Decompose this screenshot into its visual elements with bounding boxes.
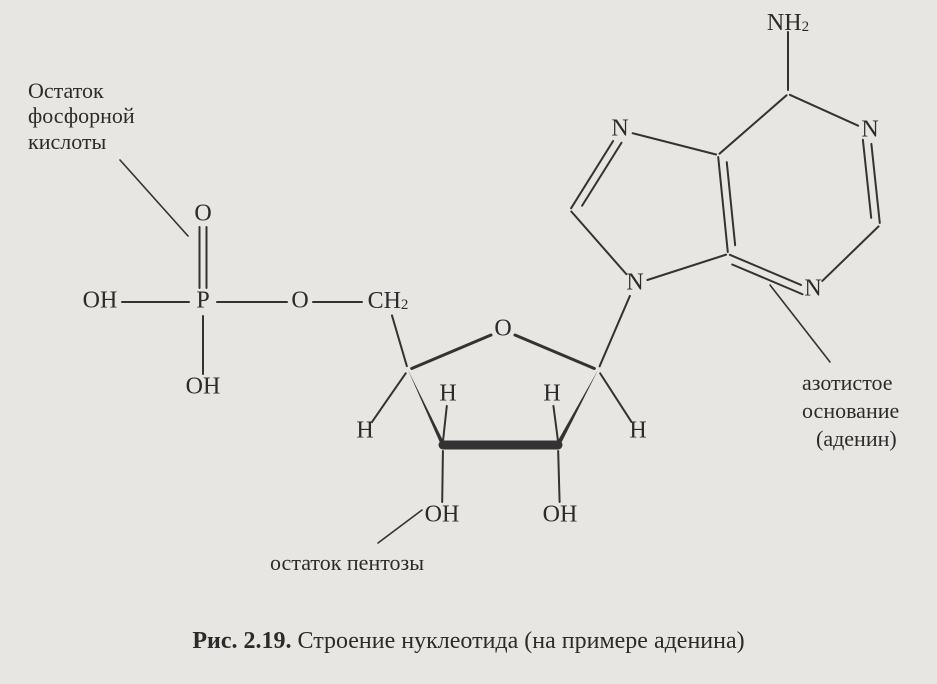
svg-text:H: H bbox=[543, 381, 560, 407]
figure-canvas: Остаток фосфорной кислоты остаток пентоз… bbox=[0, 0, 937, 684]
svg-text:N: N bbox=[611, 116, 628, 142]
svg-text:CH2: CH2 bbox=[368, 288, 409, 314]
svg-text:H: H bbox=[356, 418, 373, 444]
svg-text:O: O bbox=[194, 201, 211, 227]
svg-text:N: N bbox=[626, 270, 643, 296]
svg-text:H: H bbox=[439, 381, 456, 407]
svg-text:OH: OH bbox=[186, 374, 221, 400]
svg-text:O: O bbox=[291, 288, 308, 314]
svg-text:P: P bbox=[196, 288, 209, 314]
svg-text:N: N bbox=[804, 276, 821, 302]
svg-text:OH: OH bbox=[425, 502, 460, 528]
svg-text:OH: OH bbox=[83, 288, 118, 314]
svg-text:OH: OH bbox=[543, 502, 578, 528]
svg-text:N: N bbox=[861, 117, 878, 143]
svg-text:O: O bbox=[494, 316, 511, 342]
molecule-diagram: POOHOHOCH2OHHHHOHOHNNNNNH2 bbox=[0, 0, 937, 684]
